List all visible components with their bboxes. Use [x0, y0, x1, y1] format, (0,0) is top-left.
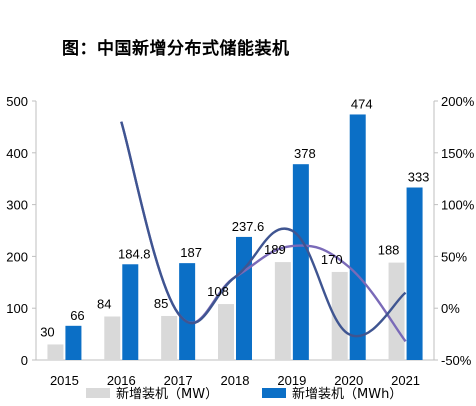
y-left-tick-label: 500	[6, 94, 28, 109]
chart-title: 图：中国新增分布式储能装机	[62, 39, 290, 59]
data-label: 474	[351, 96, 373, 111]
data-label: 237.6	[232, 219, 265, 234]
data-label: 378	[294, 146, 316, 161]
y-right-tick-label: -50%	[441, 353, 472, 368]
bars	[47, 114, 423, 360]
y-left-tick-label: 0	[21, 353, 28, 368]
data-label: 184.8	[118, 246, 151, 261]
x-tick-label: 2021	[391, 373, 420, 388]
y-left-tick-label: 200	[6, 249, 28, 264]
legend-label: 新增装机（MW）	[116, 386, 218, 402]
data-labels: 30 84 85 108 189 170 188 66 184.8 187 237.6 378 474 3…	[40, 96, 429, 339]
bar	[179, 263, 196, 360]
y-left-tick-label: 100	[6, 301, 28, 316]
x-tick-label: 2016	[107, 373, 136, 388]
bar	[274, 262, 291, 360]
bar	[65, 325, 82, 360]
data-label: 187	[180, 245, 202, 260]
data-label: 85	[154, 296, 168, 311]
legend: 新增装机（MW） 新增装机（MWh）	[86, 386, 402, 402]
bar	[47, 344, 64, 360]
data-label: 188	[378, 243, 400, 258]
bar	[292, 164, 309, 360]
legend-label: 新增装机（MWh）	[292, 386, 402, 402]
data-label: 108	[207, 284, 229, 299]
x-tick-label: 2018	[221, 373, 250, 388]
x-tick-label: 2017	[164, 373, 193, 388]
bar	[236, 236, 252, 360]
y-right-tick-label: 150%	[441, 146, 475, 161]
bar	[104, 316, 121, 360]
y-left-tick-label: 300	[6, 198, 28, 213]
data-label: 333	[408, 170, 430, 185]
bar	[218, 304, 234, 360]
data-label: 84	[97, 296, 111, 311]
data-label: 189	[264, 242, 286, 257]
bar	[161, 315, 178, 360]
y-right-tick-label: 50%	[441, 249, 467, 264]
lines	[120, 121, 407, 343]
data-label: 66	[70, 308, 84, 323]
x-tick-label: 2015	[50, 373, 79, 388]
data-label: 170	[321, 252, 343, 267]
x-tick-label: 2019	[277, 373, 306, 388]
growth-line	[120, 121, 407, 338]
bar	[349, 114, 366, 360]
y-right-tick-label: 100%	[441, 198, 475, 213]
data-label: 30	[40, 324, 54, 339]
bar	[122, 264, 139, 360]
y-right-tick-label: 200%	[441, 94, 475, 109]
axes: 0 100 200 300 400 500 -50% 0% 50% 100% 150% 200% 201…	[6, 94, 474, 388]
y-right-tick-label: 0%	[441, 301, 460, 316]
bar	[406, 187, 423, 360]
x-tick-label: 2020	[334, 373, 363, 388]
bar	[331, 271, 348, 360]
legend-swatch	[86, 388, 110, 398]
y-left-tick-label: 400	[6, 146, 28, 161]
legend-swatch	[262, 388, 286, 398]
